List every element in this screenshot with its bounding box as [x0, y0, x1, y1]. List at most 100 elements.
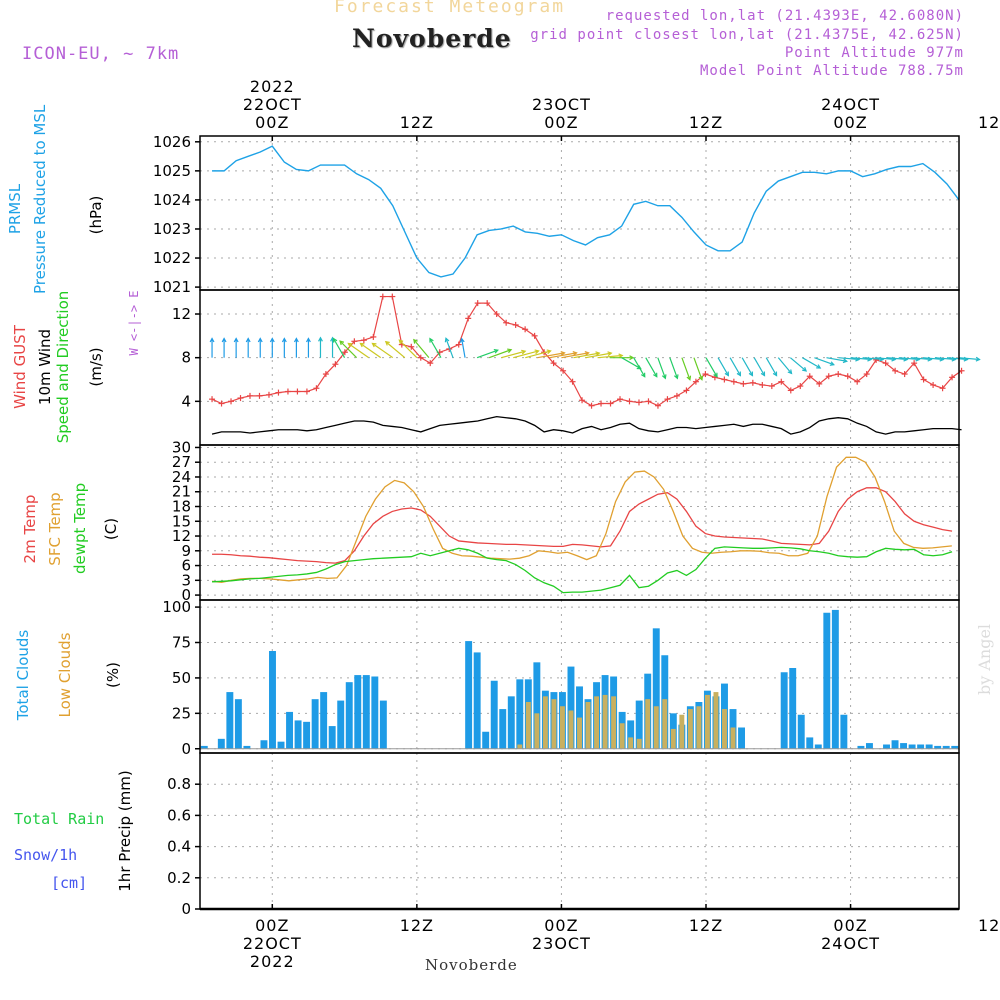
wind-arrow-head [429, 337, 434, 343]
wind-arrow [681, 357, 691, 380]
wind-arrow-head [713, 372, 718, 378]
wind-arrow-head [507, 348, 513, 354]
wind-arrow [501, 350, 526, 359]
wind-arrow [826, 357, 847, 362]
wind-arrow [476, 349, 498, 359]
low-cloud-bar [696, 706, 702, 749]
wind-arrow-head [698, 375, 704, 381]
low-cloud-bar [713, 692, 719, 749]
total-cloud-bar [354, 675, 362, 749]
wind-arrow [339, 340, 358, 359]
total-cloud-bar [200, 745, 208, 749]
wind-arrow-head [233, 337, 239, 343]
total-cloud-bar [260, 740, 268, 749]
total-cloud-bar [806, 737, 814, 749]
wind-arrow [549, 352, 577, 359]
total-cloud-bar [362, 675, 370, 749]
wind-arrow-head [444, 337, 450, 343]
wind-arrow-head [595, 351, 601, 357]
wind-arrow-head [257, 337, 263, 343]
total-cloud-bar [507, 696, 515, 749]
ytick-label-precip: 0.4 [167, 838, 191, 856]
time-label-top: 00Z [544, 113, 578, 132]
ytick-label-clouds: 0 [181, 740, 191, 758]
ytick-label-temp: 12 [172, 527, 191, 545]
wind-arrow-head [760, 371, 766, 377]
wind-arrow [765, 357, 778, 376]
time-label-top: 12Z [978, 113, 1000, 132]
panel-frame-pressure [199, 135, 960, 291]
low-cloud-bar [585, 702, 591, 749]
time-label-bottom: 12Z [689, 916, 723, 935]
time-label-top: 22OCT [243, 95, 302, 114]
total-cloud-bar [908, 744, 916, 749]
wind-arrow [753, 357, 766, 376]
total-cloud-bar [738, 727, 745, 749]
wind-arrow-head [653, 372, 658, 378]
total-cloud-bar [337, 700, 345, 749]
low-cloud-bar [577, 717, 582, 749]
wind-arrow [385, 341, 406, 359]
wind-arrow [910, 357, 932, 361]
ytick-label-temp: 21 [172, 483, 191, 501]
low-cloud-bar [525, 702, 531, 749]
wind-arrow [333, 338, 346, 358]
wind-arrow [413, 339, 430, 359]
wind-arrow [958, 357, 980, 361]
ytick-label-wind: 8 [181, 349, 191, 367]
wind-arrow [657, 357, 666, 379]
low-cloud-bar [559, 706, 565, 749]
ytick-label-precip: 0 [181, 900, 191, 918]
total-cloud-bar [635, 700, 643, 749]
wind-arrow [621, 357, 642, 370]
total-cloud-bar [934, 745, 942, 749]
wind-arrow [789, 357, 807, 372]
total-cloud-bar [473, 652, 481, 749]
time-label-bottom: 00Z [544, 916, 578, 935]
total-cloud-bar [379, 700, 387, 749]
ytick-label-temp: 18 [172, 498, 191, 516]
wind-arrow-head [584, 351, 590, 356]
ytick-label-wind: 4 [181, 392, 191, 410]
wind-arrow-head [269, 337, 275, 343]
wind-arrow-head [829, 361, 835, 366]
panel-frame-wind [199, 289, 960, 446]
ytick-label-clouds: 100 [162, 598, 191, 616]
wind-arrow [862, 357, 884, 361]
wind-arrow-head [618, 353, 624, 359]
low-cloud-bar [619, 723, 625, 749]
total-cloud-bar [217, 738, 225, 749]
wind-arrow [814, 357, 834, 366]
total-cloud-bar [823, 612, 831, 749]
total-cloud-bar [465, 641, 473, 749]
wind-arrow-head [384, 340, 390, 346]
wind-arrow-head [209, 337, 215, 343]
total-cloud-bar [652, 628, 660, 749]
total-cloud-bar [840, 714, 848, 749]
total-cloud-bar [797, 714, 805, 749]
wind-arrow [717, 357, 729, 376]
low-cloud-bar [636, 738, 642, 749]
wind-arrow-head [560, 351, 566, 356]
total-cloud-bar [311, 699, 319, 749]
total-cloud-bar [516, 679, 524, 749]
wind-arrow-head [293, 337, 299, 343]
ytick-label-clouds: 75 [172, 634, 191, 652]
ytick-label-precip: 0.2 [167, 869, 191, 887]
total-cloud-bar [226, 692, 234, 749]
panel-frame-temp [199, 444, 960, 601]
wind-arrow [874, 357, 896, 361]
total-cloud-bar [328, 726, 336, 749]
wind-arrow [729, 357, 741, 376]
low-cloud-bar [670, 728, 676, 749]
low-cloud-bar [722, 709, 727, 749]
ytick-label-temp: 30 [172, 438, 191, 456]
total-cloud-bar [234, 699, 242, 749]
wind-arrow-head [398, 339, 404, 345]
wind-arrow-head [281, 337, 287, 343]
total-cloud-bar [900, 743, 908, 749]
wind-arrow [633, 357, 646, 378]
low-cloud-bar [611, 696, 617, 749]
total-cloud-bar [533, 662, 541, 749]
ytick-label-pressure: 1025 [153, 162, 191, 180]
